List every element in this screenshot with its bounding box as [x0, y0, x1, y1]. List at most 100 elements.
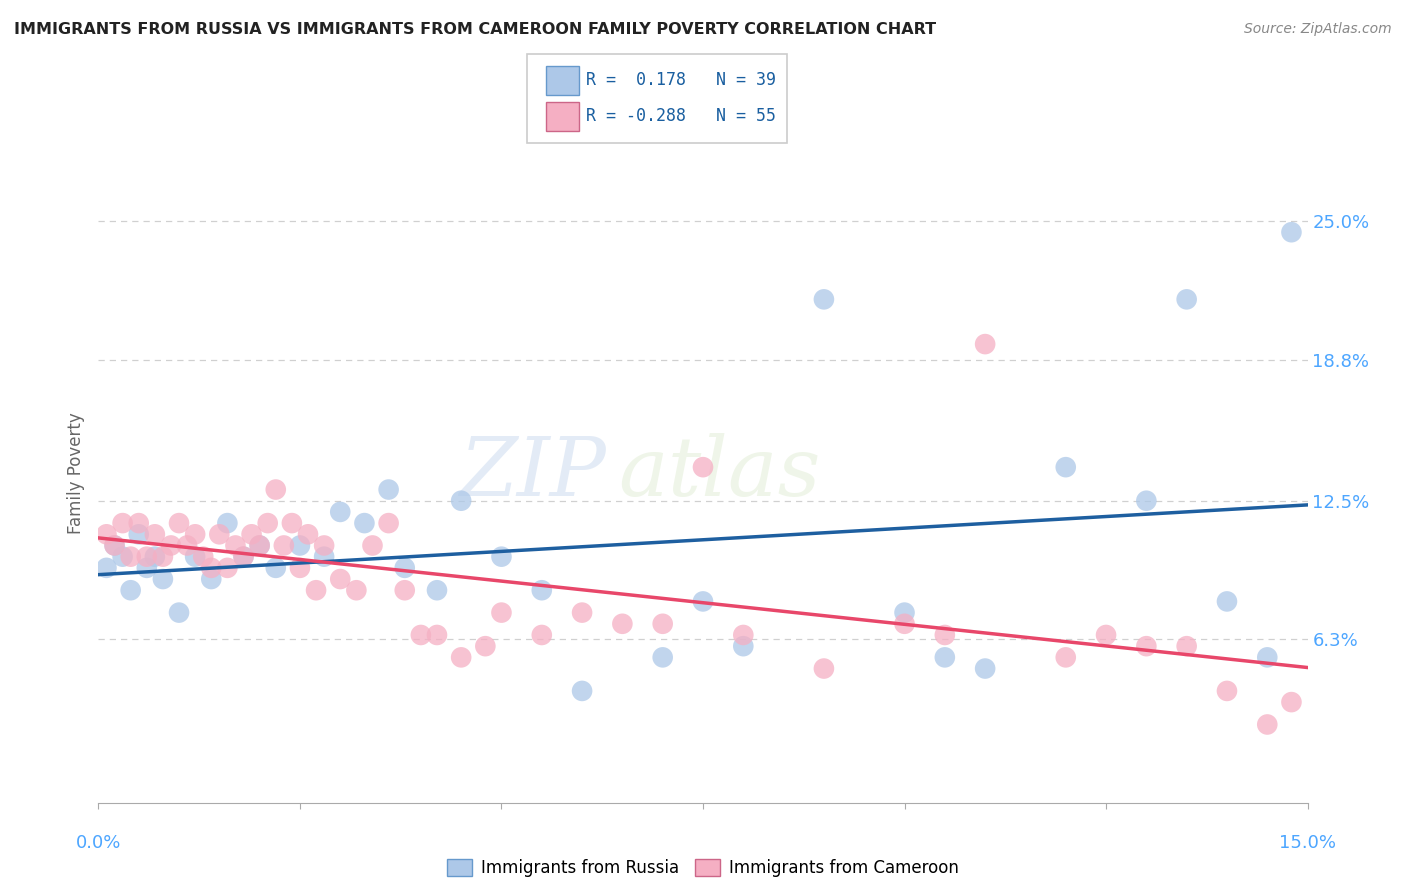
Point	[152, 572, 174, 586]
Point	[143, 549, 166, 564]
Point	[974, 661, 997, 675]
Point	[1216, 594, 1239, 608]
Point	[217, 516, 239, 530]
Point	[288, 561, 311, 575]
Point	[1054, 460, 1077, 475]
Point	[120, 583, 142, 598]
Point	[184, 527, 207, 541]
Text: IMMIGRANTS FROM RUSSIA VS IMMIGRANTS FROM CAMEROON FAMILY POVERTY CORRELATION CH: IMMIGRANTS FROM RUSSIA VS IMMIGRANTS FRO…	[14, 22, 936, 37]
Point	[143, 527, 166, 541]
Point	[1135, 639, 1157, 653]
Point	[474, 639, 496, 653]
Point	[273, 539, 295, 553]
Point	[426, 628, 449, 642]
Point	[974, 337, 997, 351]
Point	[733, 639, 755, 653]
Point	[1054, 650, 1077, 665]
Text: R =  0.178   N = 39: R = 0.178 N = 39	[586, 71, 776, 89]
Point	[305, 583, 328, 598]
Point	[692, 460, 714, 475]
Point	[264, 483, 287, 497]
Point	[426, 583, 449, 598]
Point	[103, 539, 125, 553]
Text: ZIP: ZIP	[460, 433, 606, 513]
Point	[232, 549, 254, 564]
Text: R = -0.288   N = 55: R = -0.288 N = 55	[586, 107, 776, 125]
Point	[450, 650, 472, 665]
Point	[450, 493, 472, 508]
Point	[394, 561, 416, 575]
Text: Source: ZipAtlas.com: Source: ZipAtlas.com	[1244, 22, 1392, 37]
Point	[281, 516, 304, 530]
Point	[111, 549, 134, 564]
Point	[361, 539, 384, 553]
Point	[394, 583, 416, 598]
Point	[240, 527, 263, 541]
Point	[217, 561, 239, 575]
Point	[813, 293, 835, 307]
Point	[651, 650, 673, 665]
Point	[314, 549, 336, 564]
Point	[249, 539, 271, 553]
Point	[135, 549, 157, 564]
Point	[1095, 628, 1118, 642]
Point	[329, 572, 352, 586]
Point	[651, 616, 673, 631]
Point	[612, 616, 634, 631]
Point	[96, 561, 118, 575]
Point	[160, 539, 183, 553]
Text: atlas: atlas	[619, 433, 821, 513]
Point	[813, 661, 835, 675]
Point	[232, 549, 254, 564]
Point	[288, 539, 311, 553]
Point	[208, 527, 231, 541]
Point	[329, 505, 352, 519]
Point	[128, 516, 150, 530]
Point	[111, 516, 134, 530]
Point	[491, 606, 513, 620]
Point	[264, 561, 287, 575]
Point	[200, 561, 222, 575]
Point	[184, 549, 207, 564]
Point	[135, 561, 157, 575]
Point	[491, 549, 513, 564]
Point	[167, 516, 190, 530]
Point	[200, 572, 222, 586]
Legend: Immigrants from Russia, Immigrants from Cameroon: Immigrants from Russia, Immigrants from …	[440, 852, 966, 884]
Point	[224, 539, 246, 553]
Point	[344, 583, 367, 598]
Point	[1256, 717, 1278, 731]
Point	[120, 549, 142, 564]
Point	[409, 628, 432, 642]
Text: 0.0%: 0.0%	[76, 834, 121, 852]
Point	[1281, 225, 1303, 239]
Y-axis label: Family Poverty: Family Poverty	[67, 412, 86, 533]
Point	[1175, 639, 1198, 653]
Point	[193, 549, 215, 564]
Point	[934, 628, 956, 642]
Point	[377, 516, 399, 530]
Point	[353, 516, 375, 530]
Point	[128, 527, 150, 541]
Point	[103, 539, 125, 553]
Point	[256, 516, 278, 530]
Point	[176, 539, 198, 553]
Point	[530, 628, 553, 642]
Text: 15.0%: 15.0%	[1279, 834, 1336, 852]
Point	[1175, 293, 1198, 307]
Point	[167, 606, 190, 620]
Point	[733, 628, 755, 642]
Point	[571, 606, 593, 620]
Point	[152, 549, 174, 564]
Point	[377, 483, 399, 497]
Point	[297, 527, 319, 541]
Point	[893, 616, 915, 631]
Point	[934, 650, 956, 665]
Point	[1135, 493, 1157, 508]
Point	[314, 539, 336, 553]
Point	[571, 684, 593, 698]
Point	[530, 583, 553, 598]
Point	[893, 606, 915, 620]
Point	[692, 594, 714, 608]
Point	[96, 527, 118, 541]
